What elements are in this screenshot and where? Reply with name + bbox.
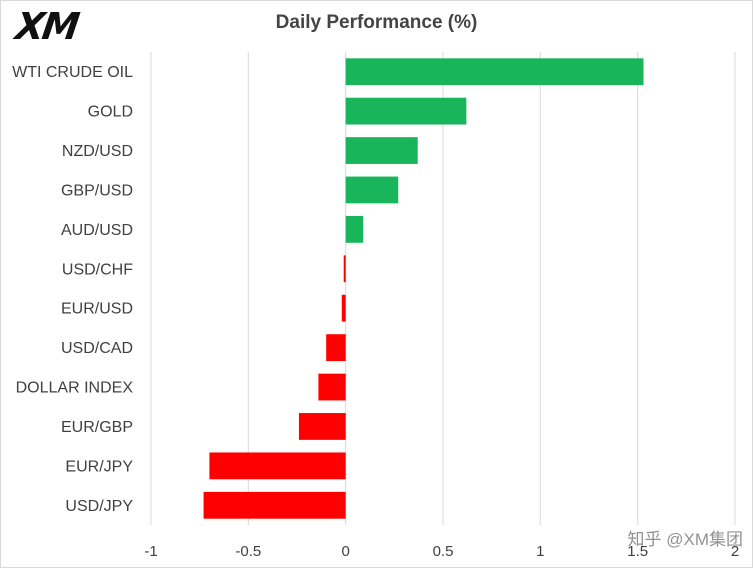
bar-eur-jpy <box>209 452 346 480</box>
bar-gbp-usd <box>345 176 399 204</box>
x-tick-label: 1 <box>536 543 544 560</box>
x-tick-label: 0 <box>341 543 349 560</box>
bar-gold <box>345 97 467 125</box>
bar-nzd-usd <box>345 137 418 164</box>
category-label: EUR/USD <box>61 301 133 318</box>
bar-eur-usd <box>341 294 346 322</box>
grid-lines <box>150 52 736 525</box>
category-label: EUR/JPY <box>65 458 133 475</box>
category-label: USD/CAD <box>61 340 133 357</box>
bars <box>203 58 644 519</box>
x-tick-label: 1.5 <box>627 543 648 560</box>
bar-wti-crude-oil <box>345 58 644 86</box>
category-label: GBP/USD <box>61 182 133 199</box>
category-label: WTI CRUDE OIL <box>12 64 133 81</box>
watermark: 知乎 @XM集团 <box>627 530 743 549</box>
category-label: NZD/USD <box>62 143 133 160</box>
bar-eur-gbp <box>298 413 346 440</box>
x-tick-label: -1 <box>144 543 157 560</box>
category-label: USD/CHF <box>62 261 133 278</box>
bar-dollar-index <box>318 373 346 401</box>
category-label: DOLLAR INDEX <box>16 380 134 397</box>
x-tick-label: 0.5 <box>433 543 454 560</box>
bar-usd-chf <box>343 255 346 283</box>
category-label: GOLD <box>88 104 133 121</box>
category-label: USD/JPY <box>65 498 133 515</box>
bar-usd-jpy <box>203 491 346 519</box>
category-label: AUD/USD <box>61 222 133 239</box>
bar-aud-usd <box>345 215 364 243</box>
x-tick-label: 2 <box>731 543 739 560</box>
x-tick-labels: -1 -0.5 0 0.5 1 1.5 2 <box>144 543 739 560</box>
category-labels: WTI CRUDE OIL GOLD NZD/USD GBP/USD AUD/USD US… <box>12 64 133 515</box>
chart-title: Daily Performance (%) <box>275 12 478 33</box>
x-tick-label: -0.5 <box>235 543 261 560</box>
category-label: EUR/GBP <box>61 419 133 436</box>
bar-usd-cad <box>326 334 346 362</box>
